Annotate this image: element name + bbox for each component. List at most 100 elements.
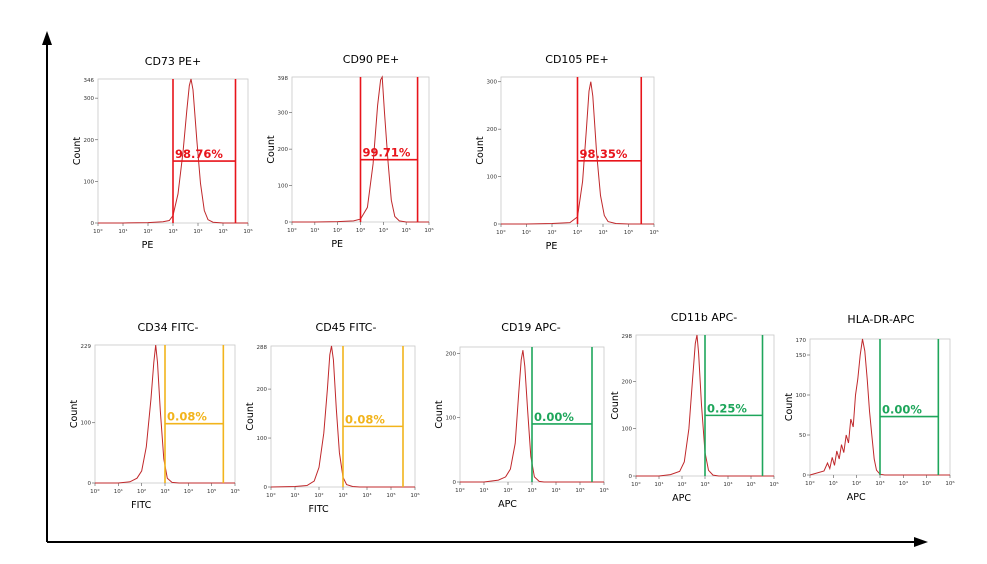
horizontal-arrow-head [914, 537, 928, 547]
histogram-panel: CD11b APC- 0 100 200 298 10° 10¹ 10² 10³ 10⁴ 10⁵ 10… [610, 311, 779, 504]
x-axis-label: APC [847, 492, 866, 503]
y-axis-label: Count [266, 135, 277, 163]
histogram-series-line [636, 334, 774, 477]
x-axis-label: FITC [308, 504, 329, 515]
histogram-series-line [460, 350, 604, 483]
x-tick-label: 10⁵ [624, 229, 633, 236]
y-tick-label: 200 [622, 379, 633, 385]
x-tick-label: 10⁶ [243, 228, 253, 235]
y-tick-label: 0 [88, 481, 92, 487]
x-tick-label: 10⁴ [723, 481, 733, 488]
histogram-series-line [98, 78, 248, 224]
x-axis-label: APC [498, 499, 517, 510]
y-tick-label: 0 [803, 473, 807, 479]
y-tick-label: 0 [285, 220, 289, 226]
histogram-series-line [501, 81, 654, 225]
x-axis-label: PE [142, 240, 154, 251]
x-tick-label: 10⁴ [551, 487, 561, 494]
x-tick-label: 10° [266, 493, 276, 499]
x-tick-label: 10° [496, 230, 506, 236]
x-tick-label: 10⁴ [598, 229, 608, 236]
x-tick-label: 10⁶ [230, 488, 240, 495]
y-tick-label: 200 [487, 127, 498, 133]
y-tick-label: 200 [84, 138, 95, 144]
x-tick-label: 10² [314, 492, 323, 499]
panel-title: CD73 PE+ [145, 55, 201, 68]
x-tick-label: 10⁶ [410, 492, 420, 499]
x-tick-label: 10⁶ [424, 227, 434, 234]
gate-percentage-label: 0.08% [167, 410, 207, 424]
histogram-panel: CD19 APC- 0 100 200 10° 10¹ 10² 10³ 10⁴ 10⁵ 10⁶ Cou… [434, 321, 609, 510]
y-tick-label: 0 [629, 474, 633, 480]
x-tick-label: 10° [805, 481, 815, 487]
y-tick-label: 50 [799, 433, 806, 439]
y-max-label: 398 [278, 76, 289, 82]
y-max-label: 229 [81, 344, 92, 350]
x-tick-label: 10⁶ [945, 480, 955, 487]
y-max-label: 298 [622, 334, 633, 340]
panel-title: CD90 PE+ [343, 53, 399, 66]
x-tick-label: 10⁵ [402, 227, 411, 234]
x-tick-label: 10² [143, 228, 152, 235]
y-max-label: 288 [257, 345, 268, 351]
histogram-series-line [270, 345, 415, 488]
gate-percentage-label: 99.71% [363, 146, 411, 160]
histogram-series-line [95, 344, 235, 484]
y-tick-label: 100 [622, 427, 633, 433]
x-axis-label: PE [331, 239, 343, 250]
y-axis-label: Count [610, 391, 621, 419]
x-tick-label: 10¹ [114, 488, 123, 495]
panel-title: CD11b APC- [671, 311, 737, 324]
x-tick-label: 10° [287, 228, 297, 234]
y-axis-label: Count [434, 400, 445, 428]
y-max-label: 170 [796, 338, 807, 344]
histogram-series-line [292, 75, 429, 223]
y-axis-label: Count [245, 402, 256, 430]
x-tick-label: 10³ [573, 229, 582, 236]
y-tick-label: 100 [796, 393, 807, 399]
histogram-panel: CD105 PE+ 0 100 200 300 10° 10¹ 10² 10³ 10⁴ 10⁵ 10⁶… [475, 53, 659, 252]
histogram-panel: CD90 PE+ 0 100 200 300 398 10° 10¹ 10² 10³ 10⁴ 10⁵ 1… [266, 53, 434, 250]
figure-frame-axes [42, 31, 928, 547]
y-tick-label: 150 [796, 353, 807, 359]
histogram-series-line [809, 338, 950, 476]
x-tick-label: 10⁴ [184, 488, 194, 495]
x-tick-label: 10¹ [310, 227, 319, 234]
x-tick-label: 10⁵ [207, 488, 216, 495]
y-tick-label: 0 [91, 221, 95, 227]
panel-title: CD19 APC- [501, 321, 560, 334]
x-tick-label: 10⁶ [599, 487, 609, 494]
x-axis-label: PE [546, 241, 558, 252]
x-tick-label: 10° [93, 229, 103, 235]
y-tick-label: 100 [84, 179, 95, 185]
x-tick-label: 10² [677, 481, 686, 488]
x-tick-label: 10⁴ [362, 492, 372, 499]
y-tick-label: 0 [453, 480, 457, 486]
y-tick-label: 0 [264, 485, 268, 491]
histogram-panels: CD73 PE+ 0 100 200 300 346 10° 10¹ 10² 10³ 10⁴ 10⁵ 1… [69, 53, 955, 515]
y-tick-label: 200 [257, 387, 268, 393]
panel-title: CD45 FITC- [316, 321, 377, 334]
x-tick-label: 10³ [338, 492, 347, 499]
x-tick-label: 10² [852, 480, 861, 487]
y-axis-label: Count [72, 137, 83, 165]
x-tick-label: 10² [333, 227, 342, 234]
y-tick-label: 100 [257, 436, 268, 442]
x-tick-label: 10⁵ [922, 480, 931, 487]
x-axis-label: APC [672, 493, 691, 504]
y-tick-label: 300 [487, 80, 498, 86]
x-tick-label: 10⁶ [649, 229, 659, 236]
histogram-panel: HLA-DR-APC 0 50 100 150 170 10° 10¹ 10² 10³ 10⁴ 10⁵… [784, 313, 955, 503]
y-max-label: 346 [84, 78, 95, 84]
x-tick-label: 10⁴ [193, 228, 203, 235]
x-tick-label: 10⁶ [769, 481, 779, 488]
x-tick-label: 10⁴ [899, 480, 909, 487]
x-tick-label: 10³ [168, 228, 177, 235]
y-tick-label: 0 [494, 222, 498, 228]
x-tick-label: 10⁵ [746, 481, 755, 488]
y-tick-label: 200 [446, 351, 457, 357]
x-tick-label: 10⁵ [575, 487, 584, 494]
x-tick-label: 10¹ [479, 487, 488, 494]
x-tick-label: 10⁵ [218, 228, 227, 235]
